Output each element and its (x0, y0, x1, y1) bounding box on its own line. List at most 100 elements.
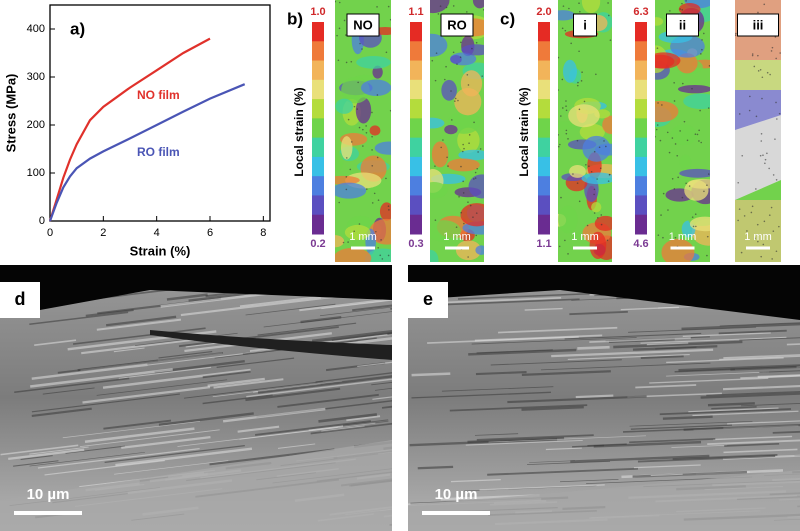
speckle (588, 165, 590, 168)
strain-blob (344, 224, 371, 240)
speckle (581, 71, 583, 74)
strain-blob (335, 182, 367, 199)
strain-blob (447, 158, 480, 172)
fiber-streak (666, 371, 769, 377)
speckle (460, 41, 462, 44)
strain-blob (361, 79, 391, 97)
fiber-streak (564, 332, 702, 340)
speckle (473, 178, 475, 180)
speckle (576, 84, 579, 87)
fiber-streak (468, 348, 577, 356)
speckle (695, 225, 697, 228)
title-box (440, 13, 474, 37)
colorbar-step (410, 79, 422, 100)
speckle (336, 34, 338, 37)
speckle (737, 219, 739, 222)
speckle (572, 173, 574, 175)
x-axis-label: Strain (%) (130, 243, 191, 258)
strain-blob (460, 203, 484, 227)
strain-blob (670, 124, 698, 146)
colorbar-step (410, 22, 422, 42)
speckle (335, 0, 337, 3)
speckle (757, 54, 759, 57)
strain-blob (562, 59, 577, 83)
speckle (595, 73, 597, 76)
y-tick-label: 0 (39, 215, 45, 227)
speckle (743, 215, 746, 217)
fiber-streak (727, 420, 800, 425)
series-label: NO film (137, 88, 180, 102)
speckle (350, 60, 353, 63)
colorbar-step (538, 99, 550, 119)
strain-blob (335, 175, 360, 185)
strain-blob (341, 76, 370, 104)
fiber-streak (707, 439, 800, 446)
speckle (468, 134, 471, 136)
fiber-streak (719, 355, 800, 361)
fiber-streak (569, 310, 628, 316)
speckle (657, 234, 660, 236)
speckle (389, 18, 391, 21)
fiber-streak (213, 378, 284, 389)
fiber-streak (30, 368, 173, 388)
panel-label: e (423, 289, 433, 309)
speckle (766, 71, 769, 74)
speckle (778, 112, 781, 115)
fiber-streak (13, 460, 59, 467)
speckle (435, 52, 438, 54)
speckle (657, 102, 659, 104)
fiber-streak (105, 315, 177, 327)
speckle (345, 157, 348, 159)
speckle (760, 133, 763, 135)
speckle (755, 188, 757, 190)
speckle (681, 196, 684, 199)
fiber-streak (649, 377, 769, 384)
speckle (691, 216, 694, 218)
speckle (775, 178, 778, 181)
speckle (454, 97, 457, 100)
colorbar-step (312, 156, 324, 177)
surface (0, 440, 392, 531)
colorbar-step (410, 60, 422, 81)
speckle (609, 173, 611, 176)
speckle (607, 14, 610, 17)
speckle (751, 205, 754, 208)
speckle (766, 152, 768, 155)
speckle (679, 130, 681, 132)
speckle (562, 5, 565, 7)
colorbar-step (312, 60, 324, 81)
speckle (387, 205, 390, 207)
fiber-streak (311, 329, 392, 342)
colorbar-step (635, 137, 647, 158)
speckle (565, 100, 567, 102)
strain-blob (335, 235, 345, 248)
fiber-streak (374, 387, 392, 391)
speckle (593, 212, 596, 214)
fiber-streak (723, 448, 798, 454)
strain-blob (558, 10, 576, 21)
speckle (760, 255, 762, 258)
colorbar-max: 6.3 (633, 6, 648, 18)
speckle (447, 165, 449, 167)
strain-blob (374, 141, 391, 155)
speckle (388, 209, 390, 211)
speckle (362, 128, 364, 131)
fiber-streak (507, 395, 647, 404)
speckle (686, 139, 689, 142)
speckle (768, 214, 771, 216)
speckle (596, 178, 598, 180)
colorbar-step (410, 195, 422, 216)
fiber-streak (757, 374, 800, 378)
fiber-streak (681, 322, 800, 331)
colorbar-step (312, 22, 324, 42)
speckle (770, 50, 773, 52)
speckle (457, 99, 459, 102)
speckle (673, 187, 676, 190)
fiber-streak (239, 422, 376, 440)
speckle (576, 139, 579, 142)
colorbar-step (312, 118, 324, 139)
fiber-streak (633, 464, 701, 469)
colorbar-step (410, 41, 422, 62)
colorbar-step (312, 41, 324, 62)
